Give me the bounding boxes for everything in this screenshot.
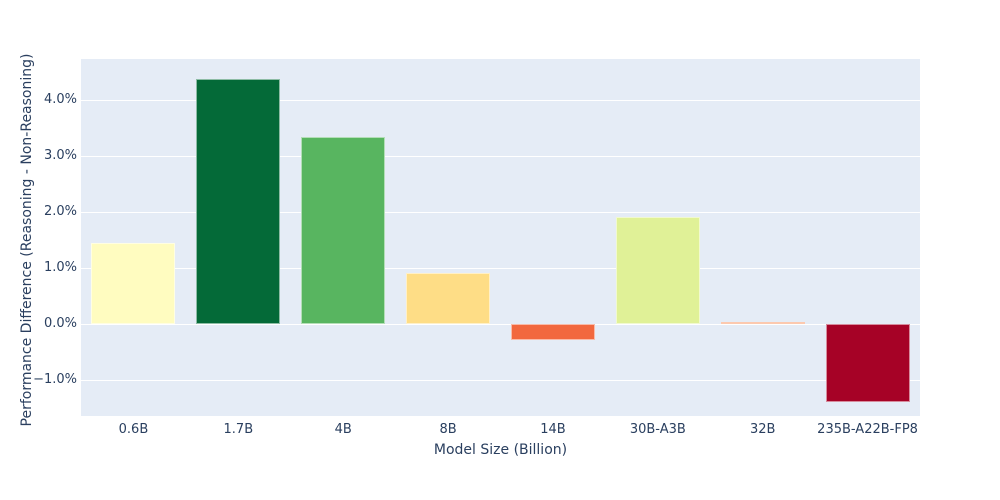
plot-area[interactable] — [81, 59, 920, 416]
gridline — [81, 99, 920, 101]
x-tick-label-30B-A3B: 30B-A3B — [629, 422, 686, 437]
bar-14B[interactable] — [510, 324, 595, 341]
gridline — [81, 380, 920, 382]
bar-1.7B[interactable] — [196, 79, 281, 325]
y-tick-label: −1.0% — [33, 372, 77, 388]
x-tick-label-1.7B: 1.7B — [223, 422, 254, 437]
bar-8B[interactable] — [406, 272, 490, 325]
y-tick-label: 0.0% — [43, 316, 77, 332]
gridline — [81, 268, 920, 270]
gridline — [81, 212, 920, 213]
y-tick-label: 1.0% — [43, 260, 77, 276]
y-tick-label: 2.0% — [43, 204, 77, 219]
y-axis-title: Performance Difference (Reasoning - Non-… — [19, 53, 35, 426]
bar-0.6B[interactable] — [91, 242, 176, 325]
y-tick-label: 3.0% — [43, 147, 77, 163]
x-tick-label-4B: 4B — [334, 422, 352, 437]
x-axis-title: Model Size (Billion) — [433, 442, 568, 458]
zero-gridline — [81, 324, 920, 326]
x-tick-label-8B: 8B — [439, 422, 457, 437]
bar-235B-A22B-FP8[interactable] — [825, 324, 910, 402]
y-tick-label: 4.0% — [43, 91, 77, 107]
x-tick-label-0.6B: 0.6B — [118, 422, 149, 437]
gridline — [81, 155, 920, 157]
bar-32B[interactable] — [720, 322, 805, 325]
bar-30B-A3B[interactable] — [615, 217, 700, 325]
x-tick-label-32B: 32B — [749, 422, 776, 437]
bar-4B[interactable] — [301, 137, 386, 325]
x-tick-label-14B: 14B — [540, 422, 566, 437]
x-tick-label-235B-A22B-FP8: 235B-A22B-FP8 — [817, 422, 918, 437]
